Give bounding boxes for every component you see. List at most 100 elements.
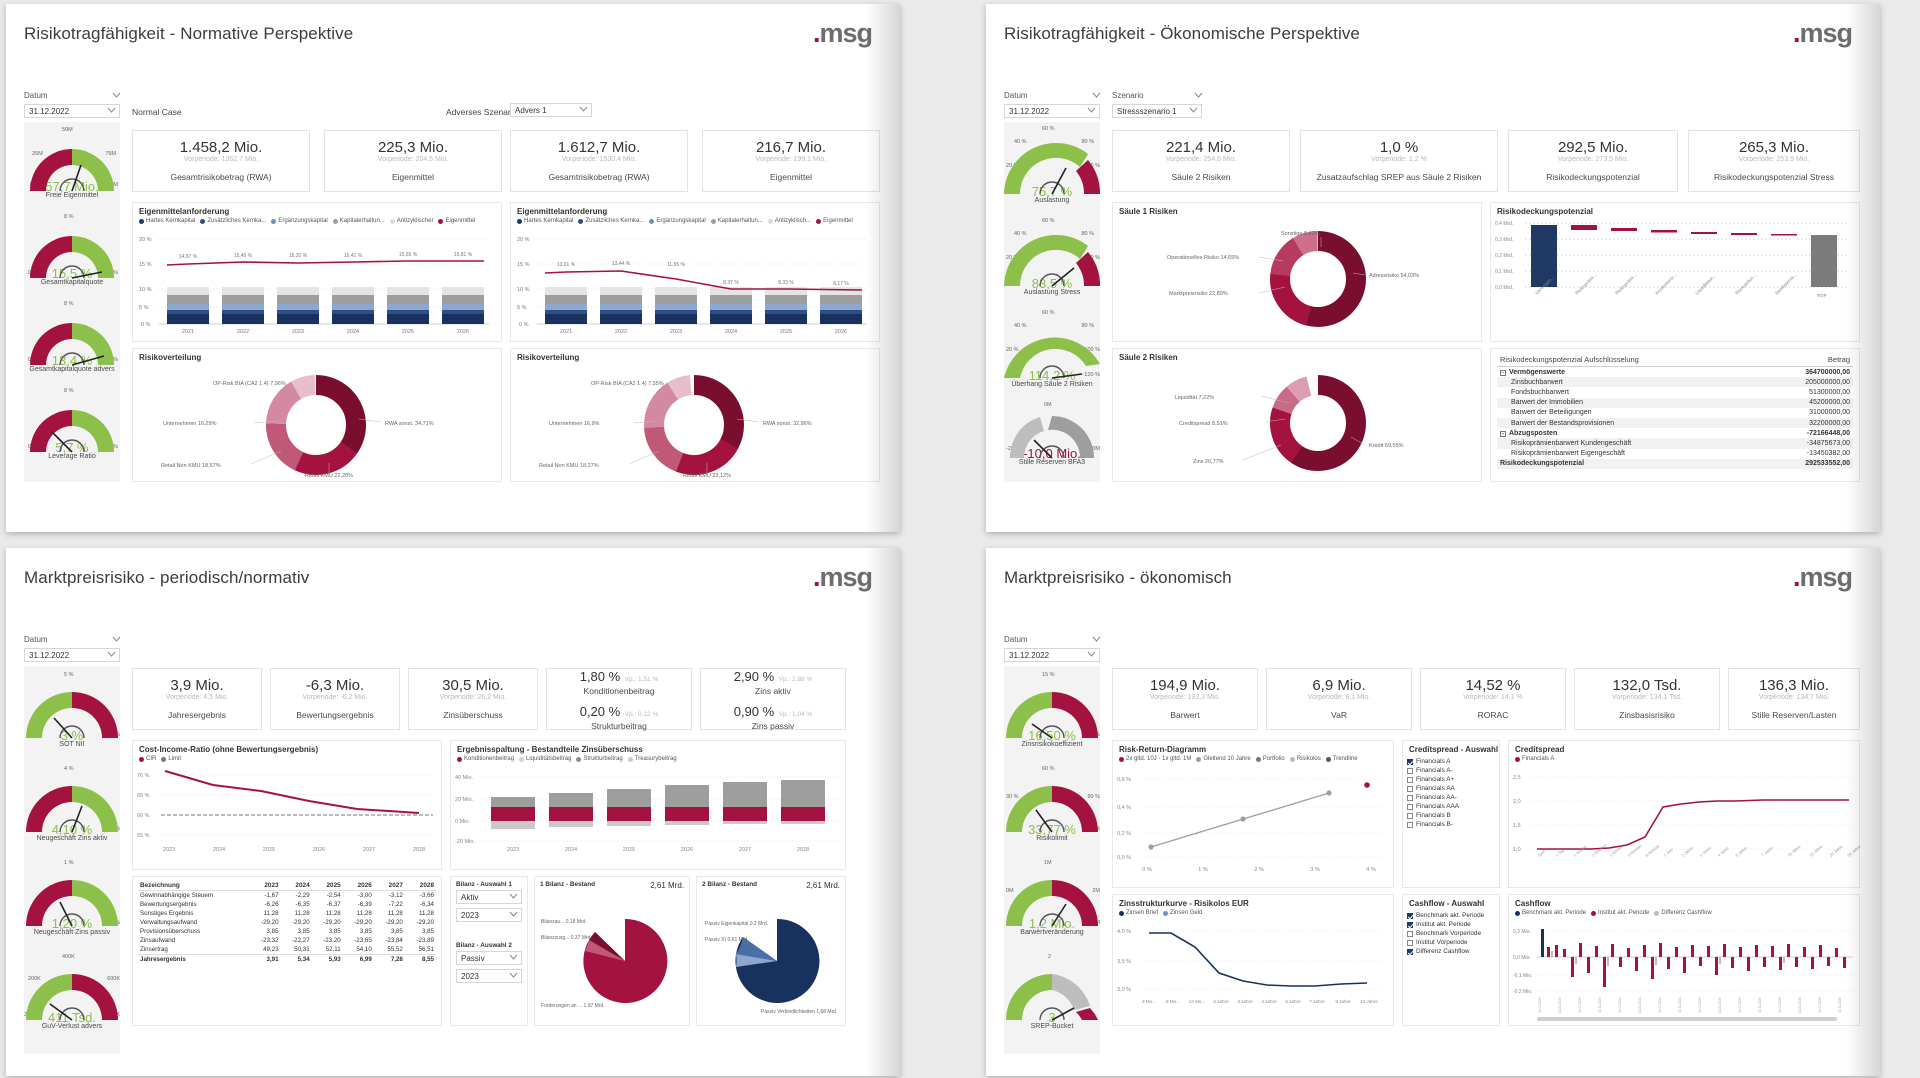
checkbox-icon[interactable] bbox=[1407, 930, 1413, 937]
list-item[interactable]: Benchmark Vorperiode bbox=[1403, 929, 1499, 938]
bilanz-jahr2-select[interactable]: 2023 bbox=[456, 969, 522, 983]
col-label[interactable]: Risikodeckungspotenzial Aufschlüsselung bbox=[1497, 353, 1761, 367]
checkbox-icon[interactable] bbox=[1407, 776, 1413, 783]
legend-item[interactable]: Hartes Kernkapital bbox=[517, 218, 573, 224]
table-row[interactable]: − Abzugsposten -72166448,00 bbox=[1500, 429, 1850, 437]
datum-slicer[interactable]: Datum 31.12.2022 bbox=[24, 633, 121, 662]
table-row[interactable]: Barwert der Bestandsprovisionen 32200000,… bbox=[1497, 417, 1853, 429]
table-row[interactable]: Provisionsüberschuss 3,85 3,85 3,85 3,85 3,85… bbox=[140, 928, 434, 935]
table-row[interactable]: Fondsbuchbarwert 51300000,00 bbox=[1511, 388, 1850, 396]
list-item[interactable]: Financials AA bbox=[1403, 784, 1499, 793]
list-item[interactable]: Financials A- bbox=[1403, 766, 1499, 775]
collapse-icon[interactable]: − bbox=[1500, 369, 1506, 376]
kpi-card[interactable]: 30,5 Mio. Vorperiode: 26,2 Mio. Zinsüber… bbox=[408, 668, 538, 730]
kpi-card-dual[interactable]: 1,80 % Vp.: 1,51 % Konditionenbeitrag 0,… bbox=[546, 668, 692, 731]
legend-item[interactable]: Konditionenbeitrag bbox=[457, 756, 514, 762]
list-item[interactable]: Financials B- bbox=[1403, 820, 1499, 829]
chevron-down-icon[interactable] bbox=[579, 106, 588, 112]
table-row[interactable]: Gewinnabhängige Steuern -1,67 -2,29 -2,54 -3… bbox=[140, 892, 434, 899]
legend-item[interactable]: Differenz Cashflow bbox=[1654, 910, 1712, 916]
list-item[interactable]: Financials A+ bbox=[1403, 775, 1499, 784]
kpi-card[interactable]: 265,3 Mio. Vorperiode: 253,9 Mio. Risiko… bbox=[1688, 130, 1860, 192]
kpi-card[interactable]: 14,52 % Vorperiode: 14,1 % RORAC bbox=[1420, 668, 1566, 730]
table-row[interactable]: Barwert der Immobilien 45200000,00 bbox=[1497, 397, 1853, 408]
col-2025[interactable]: 2025 bbox=[311, 881, 343, 891]
list-item[interactable]: Differenz Cashflow bbox=[1403, 947, 1499, 956]
datum-slicer[interactable]: Datum 31.12.2022 bbox=[1004, 89, 1101, 118]
checkbox-icon[interactable] bbox=[1407, 812, 1413, 819]
list-item[interactable]: Benchmark akt. Periode bbox=[1403, 911, 1499, 920]
kpi-card[interactable]: 225,3 Mio. Vorperiode: 204,5 Mio. Eigenm… bbox=[324, 130, 502, 192]
table-total-row[interactable]: Jahresergebnis 3,91 5,34 5,93 6,99 7,28 8,55 bbox=[138, 954, 436, 964]
checkbox-icon[interactable] bbox=[1407, 939, 1413, 946]
chevron-down-icon[interactable] bbox=[107, 107, 116, 113]
legend-item[interactable]: Antizyklischer bbox=[389, 218, 433, 224]
legend-item[interactable]: Zinsen Geld bbox=[1163, 910, 1202, 916]
chevron-down-icon[interactable] bbox=[1189, 107, 1198, 113]
table-row[interactable]: Risikoprämienbarwert Eigengeschäft -13450… bbox=[1511, 450, 1850, 458]
checkbox-icon[interactable] bbox=[1407, 821, 1413, 828]
ergebnis-table[interactable]: Bezeichnung 2023 2024 2025 2026 2027 202… bbox=[138, 881, 436, 964]
col-2026[interactable]: 2026 bbox=[342, 881, 374, 891]
kpi-card[interactable]: 1.458,2 Mio. Vorperiode: 1362,7 Mio. Ges… bbox=[132, 130, 310, 192]
chevron-down-icon[interactable] bbox=[107, 651, 116, 657]
list-item[interactable]: Financials B bbox=[1403, 811, 1499, 820]
col-bezeichnung[interactable]: Bezeichnung bbox=[138, 881, 250, 891]
legend-item[interactable]: CIR bbox=[139, 756, 156, 762]
table-row[interactable]: Zinsbuchbarwert 205000000,00 bbox=[1497, 377, 1853, 388]
col-2028[interactable]: 2028 bbox=[404, 881, 436, 891]
legend-item[interactable]: Hartes Kernkapital bbox=[139, 218, 195, 224]
kpi-card[interactable]: -6,3 Mio. Vorperiode: -6,2 Mio. Bewertun… bbox=[270, 668, 400, 730]
kpi-card[interactable]: 132,0 Tsd. Vorperiode: 134,1 Tsd. Zinsba… bbox=[1574, 668, 1720, 730]
creditspread-checkbox-list[interactable]: Financials A Financials A- Financials A+… bbox=[1403, 757, 1499, 829]
table-row[interactable]: Zinsaufwand -23,32 -22,27 -23,20 -23,65 -23,8… bbox=[140, 937, 434, 944]
checkbox-icon[interactable] bbox=[1407, 785, 1413, 792]
kpi-card[interactable]: 221,4 Mio. Vorperiode: 254,6 Mio. Säule … bbox=[1112, 130, 1290, 192]
checkbox-icon[interactable] bbox=[1407, 912, 1413, 919]
list-item[interactable]: Financials AAA bbox=[1403, 802, 1499, 811]
legend-item[interactable]: Zusätzliches Kernka... bbox=[578, 218, 644, 224]
table-row[interactable]: Verwaltungsaufwand -29,20 -29,20 -29,20 -29,… bbox=[140, 919, 434, 926]
table-row[interactable]: − Vermögenswerte 364700000,00 bbox=[1500, 368, 1850, 376]
szenario-slicer[interactable]: Szenario Stressszenario 1 bbox=[1112, 89, 1203, 118]
legend-item[interactable]: Treasurybeitrag bbox=[627, 756, 677, 762]
bilanz-passiv-select[interactable]: Passiv bbox=[456, 951, 522, 965]
legend-item[interactable]: Ergänzungskapital bbox=[271, 218, 328, 224]
kpi-card[interactable]: 216,7 Mio. Vorperiode: 199,1 Mio. Eigenm… bbox=[702, 130, 880, 192]
kpi-card[interactable]: 6,9 Mio. Vorperiode: 9,1 Mio. VaR bbox=[1266, 668, 1412, 730]
checkbox-icon[interactable] bbox=[1407, 767, 1413, 774]
datum-value-select[interactable]: 31.12.2022 bbox=[24, 648, 120, 662]
checkbox-icon[interactable] bbox=[1407, 794, 1413, 801]
legend-item[interactable]: Strukturbeitrag bbox=[576, 756, 623, 762]
kpi-card[interactable]: 1,0 % Vorperiode: 1,2 % Zusatzaufschlag … bbox=[1300, 130, 1498, 192]
table-row[interactable]: Sonstiges Ergebnis 11,28 11,28 11,28 11,28 11… bbox=[140, 910, 434, 917]
kpi-card[interactable]: 136,3 Mio. Vorperiode: 134,7 Mio. Stille… bbox=[1728, 668, 1860, 730]
legend-item[interactable]: Eigenmittel bbox=[816, 218, 853, 224]
table-row[interactable]: Bewertungsergebnis -6,26 -6,35 -6,37 -6,39 -7… bbox=[140, 901, 434, 908]
chevron-down-icon[interactable] bbox=[509, 911, 518, 917]
col-2023[interactable]: 2023 bbox=[249, 881, 281, 891]
legend-item[interactable]: Eigenmittel bbox=[438, 218, 475, 224]
chevron-down-icon[interactable] bbox=[509, 954, 518, 960]
checkbox-icon[interactable] bbox=[1407, 758, 1413, 765]
chevron-down-icon[interactable] bbox=[509, 893, 518, 899]
datum-slicer[interactable]: Datum 31.12.2022 bbox=[1004, 633, 1101, 662]
horizontal-scrollbar[interactable] bbox=[1537, 1017, 1837, 1021]
col-2027[interactable]: 2027 bbox=[373, 881, 405, 891]
rdp-table[interactable]: Risikodeckungspotenzial Aufschlüsselung … bbox=[1497, 353, 1853, 469]
datum-value-select[interactable]: 31.12.2022 bbox=[1004, 648, 1100, 662]
szenario-value-select[interactable]: Stressszenario 1 bbox=[1112, 104, 1202, 118]
table-row[interactable]: Barwert der Beteiligungen 31000000,00 bbox=[1511, 409, 1850, 417]
legend-item[interactable]: Ergänzungskapital bbox=[649, 218, 706, 224]
legend-item[interactable]: Liquiditätsbeitrag bbox=[519, 756, 571, 762]
legend-item[interactable]: Gleitend 10 Jahre bbox=[1196, 756, 1251, 762]
table-row[interactable]: Risikoprämienbarwert Kundengeschäft -3487… bbox=[1497, 438, 1853, 449]
checkbox-icon[interactable] bbox=[1407, 921, 1413, 928]
kpi-card[interactable]: 194,9 Mio. Vorperiode: 192,3 Mio. Barwer… bbox=[1112, 668, 1258, 730]
table-row[interactable]: Zinsertrag 49,23 50,31 52,11 54,10 55,52 56,51 bbox=[140, 946, 434, 953]
table-total-row[interactable]: Risikodeckungspotenzial 292533552,00 bbox=[1497, 458, 1853, 469]
collapse-icon[interactable]: − bbox=[1500, 430, 1506, 437]
datum-slicer[interactable]: Datum 31.12.2022 bbox=[24, 89, 121, 118]
legend-item[interactable]: Benchmark akt. Periode bbox=[1515, 910, 1586, 916]
legend-item[interactable]: Limit bbox=[161, 756, 181, 762]
